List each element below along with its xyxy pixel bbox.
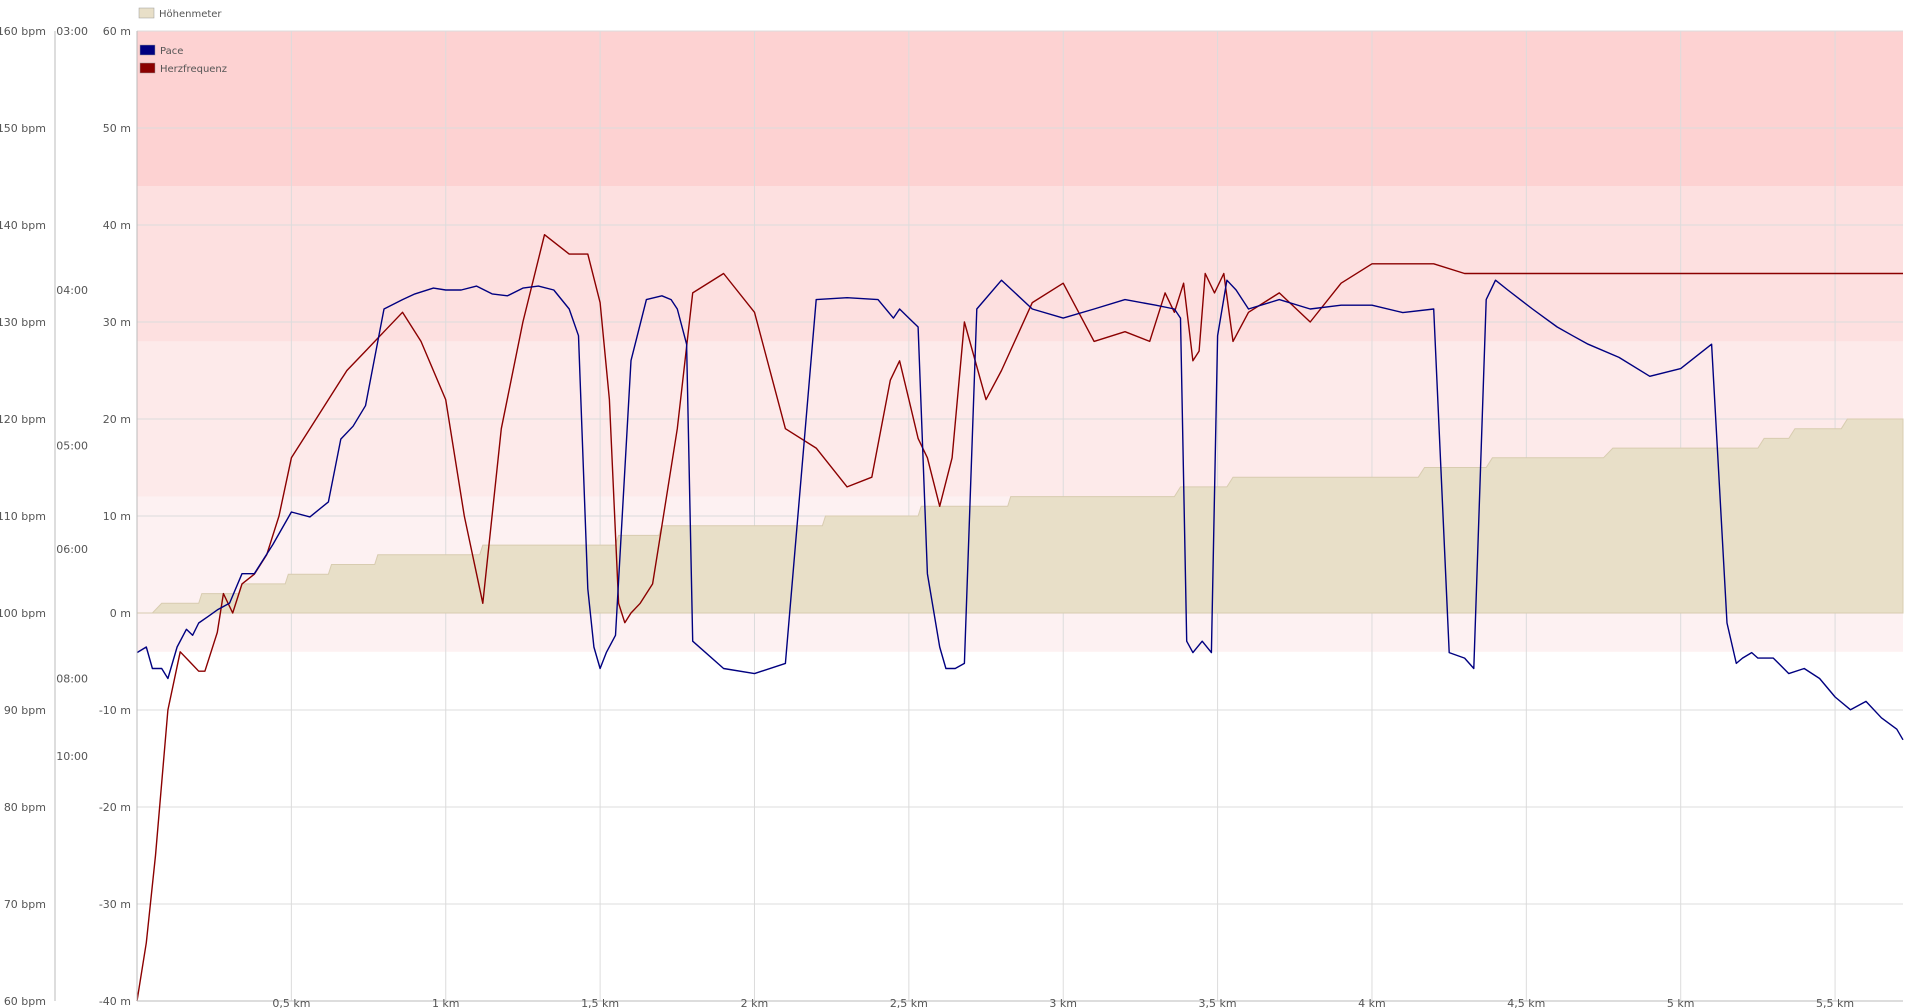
elevation-tick-label: 30 m bbox=[103, 316, 131, 329]
x-tick-label: 4,5 km bbox=[1507, 997, 1545, 1008]
hr-tick-label: 60 bpm bbox=[4, 995, 46, 1008]
heart-rate-line bbox=[136, 234, 1903, 1002]
elevation-tick-label: 40 m bbox=[103, 219, 131, 232]
elevation-area bbox=[137, 418, 1904, 614]
legend-swatch bbox=[139, 44, 156, 56]
hr-tick-label: 160 bpm bbox=[0, 25, 46, 38]
elevation-tick-label: 0 m bbox=[110, 607, 131, 620]
hr-tick-label: 90 bpm bbox=[4, 704, 46, 717]
elevation-tick-label: -30 m bbox=[99, 898, 131, 911]
x-tick-label: 5,5 km bbox=[1816, 997, 1854, 1008]
legend-swatch bbox=[139, 62, 156, 74]
pace-tick-label: 06:00 bbox=[56, 543, 88, 556]
x-tick-label: 1,5 km bbox=[581, 997, 619, 1008]
hr-zone-band bbox=[137, 31, 1903, 187]
elevation-tick-label: 50 m bbox=[103, 122, 131, 135]
elevation-tick-label: -20 m bbox=[99, 801, 131, 814]
elevation-tick-label: -40 m bbox=[99, 995, 131, 1008]
x-tick-label: 4 km bbox=[1358, 997, 1386, 1008]
series-lines-layer bbox=[136, 234, 1904, 1002]
legend-label: Herzfrequenz bbox=[160, 64, 227, 75]
pace-tick-label: 08:00 bbox=[56, 673, 88, 686]
pace-tick-label: 04:00 bbox=[56, 284, 88, 297]
axes: 160 bpm 150 bpm 140 bpm 130 bpm 120 bpm 110 b… bbox=[0, 25, 1903, 1008]
pace-line bbox=[136, 279, 1904, 741]
elevation-tick-label: 60 m bbox=[103, 25, 131, 38]
x-tick-label: 0,5 km bbox=[272, 997, 310, 1008]
pace-tick-label: 03:00 bbox=[56, 25, 88, 38]
elevation-area-layer bbox=[137, 418, 1904, 614]
x-tick-label: 5 km bbox=[1667, 997, 1695, 1008]
legend: Höhenmeter Pace Herzfrequenz bbox=[138, 7, 227, 75]
legend-swatch bbox=[138, 7, 155, 19]
legend-label: Höhenmeter bbox=[159, 9, 222, 20]
hr-tick-label: 150 bpm bbox=[0, 122, 46, 135]
hr-tick-label: 140 bpm bbox=[0, 219, 46, 232]
x-tick-label: 3 km bbox=[1049, 997, 1077, 1008]
elevation-tick-label: -10 m bbox=[99, 704, 131, 717]
x-tick-label: 1 km bbox=[432, 997, 460, 1008]
x-tick-label: 3,5 km bbox=[1199, 997, 1237, 1008]
hr-tick-label: 130 bpm bbox=[0, 316, 46, 329]
hr-tick-label: 70 bpm bbox=[4, 898, 46, 911]
elevation-tick-label: 20 m bbox=[103, 413, 131, 426]
pace-tick-label: 05:00 bbox=[56, 439, 88, 452]
hr-tick-label: 120 bpm bbox=[0, 413, 46, 426]
hr-zone-band bbox=[137, 186, 1903, 342]
hr-zone-band bbox=[137, 613, 1903, 652]
hr-tick-label: 100 bpm bbox=[0, 607, 46, 620]
elevation-tick-label: 10 m bbox=[103, 510, 131, 523]
hr-tick-label: 80 bpm bbox=[4, 801, 46, 814]
pace-tick-label: 10:00 bbox=[56, 750, 88, 763]
hr-tick-label: 110 bpm bbox=[0, 510, 46, 523]
x-tick-label: 2 km bbox=[741, 997, 769, 1008]
legend-label: Pace bbox=[160, 46, 183, 57]
x-tick-label: 2,5 km bbox=[890, 997, 928, 1008]
